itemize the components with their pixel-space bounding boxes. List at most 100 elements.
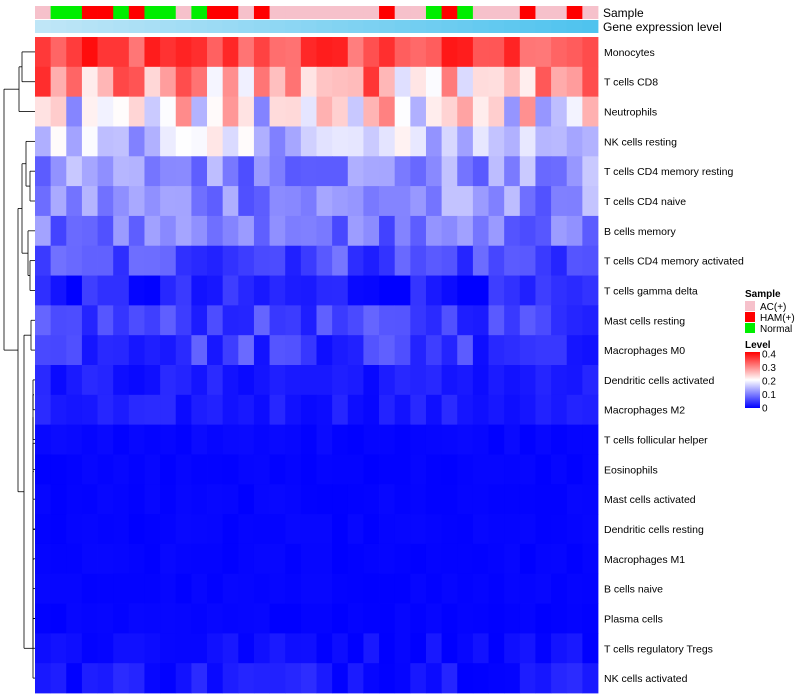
heatmap-cell bbox=[300, 96, 317, 127]
heatmap-cell bbox=[128, 424, 145, 455]
heatmap-cell bbox=[457, 484, 474, 515]
heatmap-cell bbox=[332, 394, 349, 426]
heatmap-cell bbox=[504, 514, 521, 545]
heatmap-cell bbox=[128, 96, 145, 127]
sample-cell bbox=[300, 6, 317, 19]
heatmap-cell bbox=[488, 275, 505, 306]
heatmap-cell bbox=[128, 66, 145, 98]
heatmap-cell bbox=[191, 543, 208, 575]
heatmap-cell bbox=[519, 424, 536, 455]
heatmap-cell bbox=[144, 454, 161, 485]
expression-cell bbox=[457, 20, 474, 33]
heatmap-cell bbox=[472, 126, 489, 157]
heatmap-cell bbox=[160, 663, 177, 694]
sample-cell bbox=[35, 6, 52, 19]
heatmap-cell bbox=[81, 663, 98, 694]
heatmap-cell bbox=[191, 573, 208, 604]
heatmap-cell bbox=[472, 305, 489, 336]
heatmap-cell bbox=[535, 603, 552, 634]
heatmap-cell bbox=[582, 335, 599, 366]
heatmap-cell bbox=[222, 126, 239, 157]
heatmap-cell bbox=[81, 543, 98, 575]
legend-sample-title: Sample bbox=[745, 289, 781, 300]
heatmap-cell bbox=[300, 156, 317, 187]
heatmap-cell bbox=[504, 394, 521, 426]
heatmap-cell bbox=[66, 603, 83, 634]
heatmap-cell bbox=[472, 603, 489, 634]
heatmap-cell bbox=[269, 186, 286, 217]
sample-cell bbox=[175, 6, 192, 19]
heatmap-cell bbox=[144, 156, 161, 187]
heatmap-cell bbox=[582, 365, 599, 396]
heatmap-cell bbox=[551, 484, 568, 515]
heatmap-cell bbox=[410, 663, 427, 694]
heatmap-cell bbox=[50, 633, 67, 664]
heatmap-cell bbox=[551, 454, 568, 485]
heatmap-cell bbox=[347, 215, 364, 247]
heatmap-cell bbox=[379, 573, 396, 604]
heatmap-cell bbox=[457, 126, 474, 157]
heatmap-cell bbox=[457, 514, 474, 545]
heatmap-cell bbox=[113, 543, 130, 575]
heatmap-cell bbox=[207, 215, 224, 247]
row-label: Neutrophils bbox=[604, 107, 657, 119]
heatmap-cell bbox=[269, 96, 286, 127]
heatmap-cell bbox=[66, 543, 83, 575]
heatmap-cell bbox=[300, 514, 317, 545]
heatmap-cell bbox=[81, 484, 98, 515]
heatmap-cell bbox=[582, 66, 599, 98]
track-label-expression: Gene expression level bbox=[603, 20, 722, 34]
heatmap-cell bbox=[363, 514, 380, 545]
expression-cell bbox=[488, 20, 505, 33]
heatmap-cell bbox=[207, 454, 224, 485]
heatmap-cell bbox=[285, 514, 302, 545]
heatmap-cell bbox=[238, 633, 255, 664]
heatmap-cell bbox=[113, 215, 130, 247]
heatmap-cell bbox=[519, 514, 536, 545]
row-label: Monocytes bbox=[604, 47, 655, 59]
heatmap-cell bbox=[300, 335, 317, 366]
heatmap-cell bbox=[535, 186, 552, 217]
heatmap-cell bbox=[472, 365, 489, 396]
heatmap-cell bbox=[379, 663, 396, 694]
heatmap-cell bbox=[238, 394, 255, 426]
expression-cell bbox=[441, 20, 458, 33]
row-dendrogram bbox=[3, 51, 35, 679]
heatmap-cell bbox=[332, 365, 349, 396]
heatmap-cell bbox=[379, 514, 396, 545]
heatmap-cell bbox=[504, 484, 521, 515]
heatmap-cell bbox=[394, 96, 411, 127]
heatmap-cell bbox=[207, 96, 224, 127]
expression-cell bbox=[347, 20, 364, 33]
heatmap-cell bbox=[191, 335, 208, 366]
heatmap-cell bbox=[394, 37, 411, 68]
heatmap-cell bbox=[457, 335, 474, 366]
heatmap-cell bbox=[488, 394, 505, 426]
heatmap-cell bbox=[394, 394, 411, 426]
heatmap-cell bbox=[394, 245, 411, 276]
heatmap-cell bbox=[300, 305, 317, 336]
heatmap-cell bbox=[566, 156, 583, 187]
heatmap-cell bbox=[97, 245, 114, 276]
heatmap-cell bbox=[410, 573, 427, 604]
heatmap-cell bbox=[488, 335, 505, 366]
heatmap-cell bbox=[363, 186, 380, 217]
heatmap-cell bbox=[551, 663, 568, 694]
heatmap-cell bbox=[410, 543, 427, 575]
heatmap-cell bbox=[222, 484, 239, 515]
heatmap-cell bbox=[519, 66, 536, 98]
heatmap-cell bbox=[347, 305, 364, 336]
heatmap-cell bbox=[425, 215, 443, 247]
heatmap-cell bbox=[113, 514, 130, 545]
heatmap-cell bbox=[504, 335, 521, 366]
heatmap-cell bbox=[113, 603, 130, 634]
heatmap-cell bbox=[347, 156, 364, 187]
heatmap-cell bbox=[253, 484, 270, 515]
heatmap-cell bbox=[191, 365, 208, 396]
heatmap-cell bbox=[300, 424, 317, 455]
row-label: B cells naive bbox=[604, 584, 663, 596]
heatmap-cell bbox=[66, 275, 83, 306]
heatmap-cell bbox=[535, 245, 552, 276]
heatmap-cell bbox=[379, 365, 396, 396]
heatmap-cell bbox=[425, 66, 443, 98]
